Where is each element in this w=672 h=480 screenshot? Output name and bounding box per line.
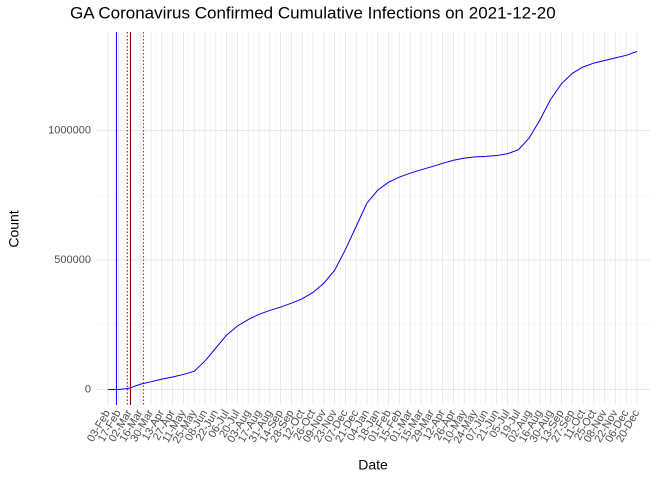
y-tick-label: 0 [85,383,91,395]
y-axis-title: Count [6,210,22,247]
data-line [107,50,638,390]
chart-title: GA Coronavirus Confirmed Cumulative Infe… [70,3,556,22]
y-tick-label: 1000000 [48,124,91,136]
x-axis-title: Date [358,457,388,473]
y-tick-label: 500000 [54,254,91,266]
